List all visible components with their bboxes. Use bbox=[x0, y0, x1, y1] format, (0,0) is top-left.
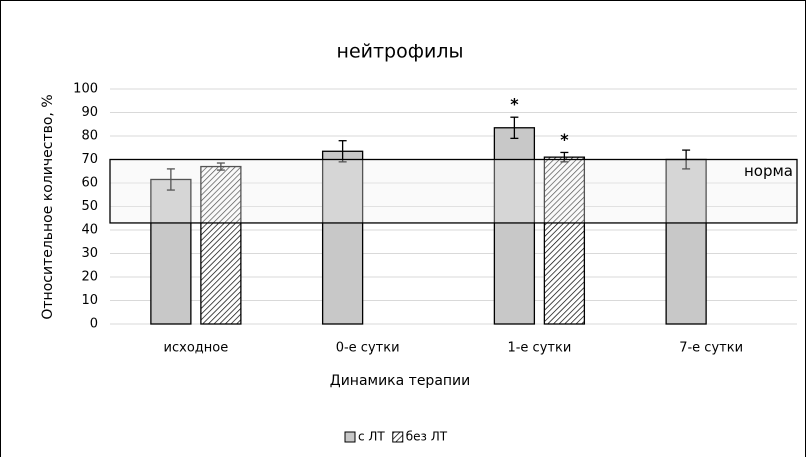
legend-label: с ЛТ bbox=[358, 430, 385, 444]
y-tick-label: 20 bbox=[81, 270, 98, 285]
y-tick-label: 100 bbox=[73, 82, 98, 97]
error-bar bbox=[510, 116, 519, 140]
bar bbox=[543, 156, 586, 325]
y-tick-label: 0 bbox=[90, 317, 98, 332]
y-tick-label: 60 bbox=[81, 176, 98, 191]
norm-label: норма bbox=[744, 162, 793, 180]
bar bbox=[200, 165, 242, 325]
x-tick-label: 1-е сутки bbox=[507, 341, 571, 356]
y-tick-label: 40 bbox=[81, 223, 98, 238]
error-bar bbox=[166, 168, 175, 191]
y-axis-label: Относительное количество, % bbox=[40, 94, 56, 319]
y-tick-label: 90 bbox=[81, 105, 98, 120]
x-tick-label: исходное bbox=[164, 341, 229, 356]
y-tick-label: 50 bbox=[81, 199, 98, 214]
x-tick-label: 7-е сутки bbox=[679, 341, 743, 356]
y-tick-label: 80 bbox=[81, 129, 98, 144]
y-tick-label: 70 bbox=[81, 152, 98, 167]
bar bbox=[493, 127, 536, 325]
error-bar bbox=[216, 162, 225, 171]
legend-label: без ЛТ bbox=[406, 430, 448, 444]
annotation: * bbox=[560, 130, 569, 149]
y-tick-label: 10 bbox=[81, 293, 98, 308]
error-bar bbox=[338, 140, 347, 163]
error-bar bbox=[560, 151, 569, 163]
x-axis-label: Динамика терапии bbox=[330, 373, 471, 389]
bar bbox=[150, 178, 192, 325]
annotation: * bbox=[510, 95, 519, 114]
legend-swatch bbox=[344, 431, 356, 443]
legend-swatch bbox=[392, 431, 404, 443]
y-tick-label: 30 bbox=[81, 246, 98, 261]
norm-band bbox=[109, 158, 798, 224]
chart-title: нейтрофилы bbox=[337, 41, 464, 63]
x-tick-label: 0-е сутки bbox=[336, 341, 400, 356]
